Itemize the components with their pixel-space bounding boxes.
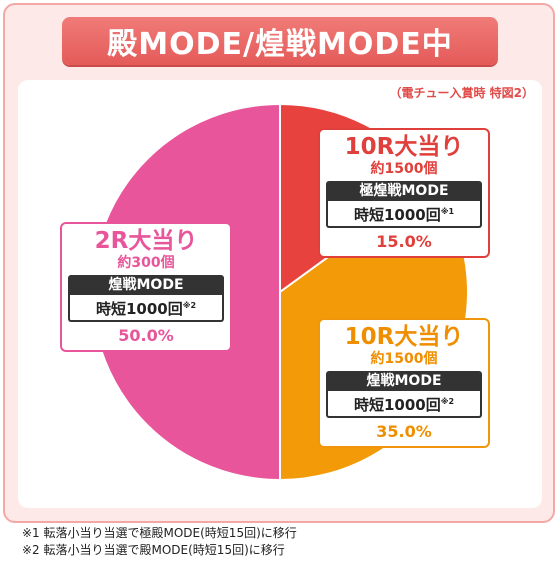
slice-mode: 煌戦MODE [68, 275, 224, 295]
slice-percent: 50.0% [118, 326, 174, 345]
slice-payout: 約1500個 [370, 161, 438, 177]
footnote-2: ※2 転落小当り当選で殿MODE(時短15回)に移行 [22, 543, 285, 557]
slice-percent: 35.0% [376, 422, 432, 441]
subnote: （電チュー入賞時 特図2） [389, 86, 534, 100]
slice-jitan: 時短1000回※2 [326, 391, 482, 418]
slice-label-1: 10R大当り 約1500個 煌戦MODE 時短1000回※2 35.0% [318, 318, 490, 448]
slice-jitan: 時短1000回※2 [68, 295, 224, 322]
slice-mode: 煌戦MODE [326, 371, 482, 391]
slice-payout: 約1500個 [370, 351, 438, 367]
title-banner: 殿MODE/煌戦MODE中 [62, 17, 498, 65]
slice-label-2: 2R大当り 約300個 煌戦MODE 時短1000回※2 50.0% [60, 222, 232, 352]
slice-payout: 約300個 [117, 255, 175, 271]
page-title: 殿MODE/煌戦MODE中 [107, 27, 453, 62]
slice-percent: 15.0% [376, 232, 432, 251]
slice-title: 10R大当り [344, 134, 464, 160]
slice-jitan: 時短1000回※1 [326, 201, 482, 228]
footnotes: ※1 転落小当り当選で極殿MODE(時短15回)に移行 ※2 転落小当り当選で殿… [22, 525, 297, 559]
slice-title: 10R大当り [344, 324, 464, 350]
slice-title: 2R大当り [94, 228, 198, 254]
footnote-1: ※1 転落小当り当選で極殿MODE(時短15回)に移行 [22, 526, 297, 540]
slice-mode: 極煌戦MODE [326, 181, 482, 201]
slice-label-0: 10R大当り 約1500個 極煌戦MODE 時短1000回※1 15.0% [318, 128, 490, 258]
